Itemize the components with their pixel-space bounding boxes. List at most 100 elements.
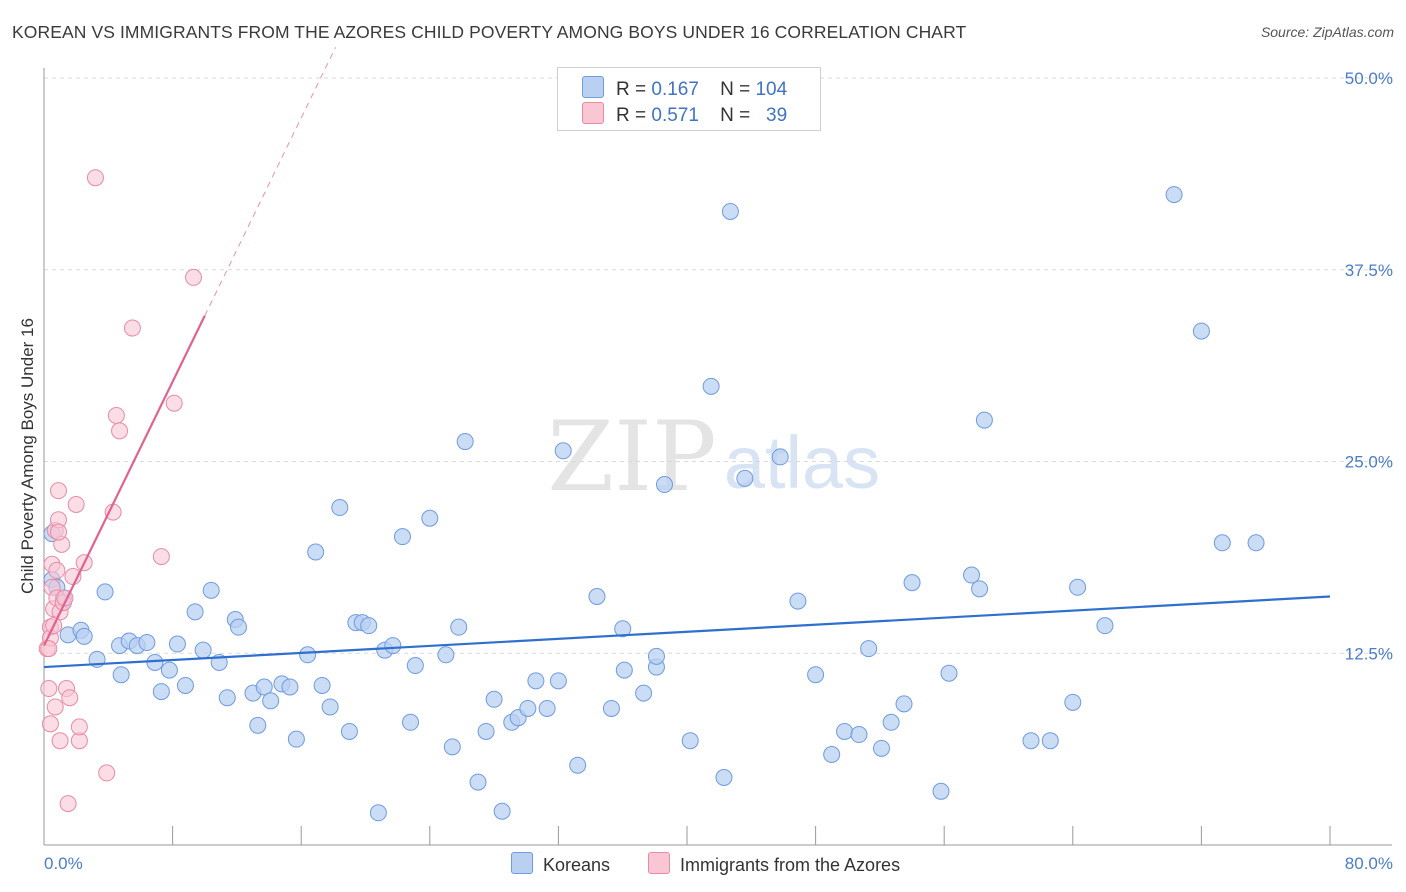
korean-point (146, 653, 164, 671)
koreans-n-label: N = (720, 79, 751, 100)
koreans-swatch (582, 76, 604, 98)
korean-point (307, 543, 325, 561)
series-legend: Koreans Immigrants from the Azores (0, 852, 1406, 878)
korean-point (940, 664, 958, 682)
korean-point (702, 377, 720, 395)
korean-point (519, 699, 537, 717)
azores-legend-swatch (648, 852, 670, 874)
azores-point (41, 715, 59, 733)
korean-point (602, 699, 620, 717)
korean-point (1041, 732, 1059, 750)
korean-point (860, 640, 878, 658)
korean-point (406, 657, 424, 675)
korean-point (538, 699, 556, 717)
korean-point (402, 713, 420, 731)
azores-point (184, 268, 202, 286)
azores-trend-line (43, 315, 206, 647)
korean-point (681, 732, 699, 750)
azores-point (40, 640, 58, 658)
korean-point (96, 583, 114, 601)
korean-point (255, 678, 273, 696)
koreans-legend-swatch (511, 852, 533, 874)
source-label: Source: ZipAtlas.com (1260, 24, 1394, 40)
korean-point (882, 713, 900, 731)
korean-point (963, 566, 981, 584)
korean-point (249, 716, 267, 734)
azores-point (59, 795, 77, 813)
azores-point (46, 698, 64, 716)
korean-point (823, 745, 841, 763)
korean-point (160, 661, 178, 679)
koreans-legend-label: Koreans (543, 855, 611, 875)
axis-labels: 12.5% 25.0% 37.5% 50.0% 0.0% 80.0% Child Pover… (18, 69, 1393, 873)
azores-n-value: 39 (766, 105, 788, 126)
korean-point (554, 442, 572, 460)
korean-point (313, 676, 331, 694)
azores-point (51, 732, 69, 750)
y-tick-label: 12.5% (1345, 644, 1393, 663)
korean-point (443, 738, 461, 756)
azores-point (86, 169, 104, 187)
koreans-r-label: R = (616, 79, 647, 100)
korean-point (321, 698, 339, 716)
korean-point (262, 692, 280, 710)
korean-point (588, 587, 606, 605)
korean-point (615, 661, 633, 679)
azores-trend-extension (204, 47, 337, 316)
koreans-r-value: 0.167 (651, 79, 699, 100)
korean-point (299, 646, 317, 664)
azores-r-value: 0.571 (651, 105, 699, 126)
korean-point (1213, 534, 1231, 552)
korean-point (75, 627, 93, 645)
trend-lines (43, 47, 1331, 669)
legend-row-koreans: R = 0.167 N = 104 (582, 76, 787, 100)
korean-point (186, 603, 204, 621)
korean-point (527, 672, 545, 690)
korean-point (1192, 322, 1210, 340)
series-legend-azores[interactable]: Immigrants from the Azores (648, 852, 900, 876)
korean-point (230, 618, 248, 636)
korean-point (1247, 534, 1265, 552)
series-legend-koreans[interactable]: Koreans (511, 852, 610, 876)
azores-point (40, 680, 58, 698)
korean-point (287, 730, 305, 748)
korean-point (384, 637, 402, 655)
korean-point (975, 411, 993, 429)
korean-point (903, 574, 921, 592)
axes (43, 68, 1392, 846)
korean-point (1022, 732, 1040, 750)
korean-point (614, 620, 632, 638)
korean-point (569, 756, 587, 774)
korean-point (873, 739, 891, 757)
korean-point (360, 617, 378, 635)
korean-point (485, 690, 503, 708)
y-axis-title: Child Poverty Among Boys Under 16 (18, 318, 37, 594)
azores-point (152, 548, 170, 566)
korean-point (477, 722, 495, 740)
azores-point (49, 482, 67, 500)
azores-points (38, 169, 202, 813)
korean-point (421, 509, 439, 527)
korean-point (850, 726, 868, 744)
watermark: ZIP atlas (547, 401, 880, 513)
korean-point (194, 641, 212, 659)
y-tick-label: 25.0% (1345, 453, 1393, 472)
azores-point (48, 561, 66, 579)
x-tick-label: 0.0% (44, 854, 83, 873)
legend-row-azores: R = 0.571 N = 39 (582, 102, 787, 126)
azores-point (165, 394, 183, 412)
korean-point (456, 433, 474, 451)
korean-point (635, 684, 653, 702)
azores-point (107, 406, 125, 424)
koreans-points (43, 186, 1265, 822)
korean-point (1069, 578, 1087, 596)
korean-point (152, 683, 170, 701)
y-tick-label: 37.5% (1345, 261, 1393, 280)
stats-legend: R = 0.167 N = 104 R = 0.571 N = 39 (557, 67, 821, 131)
azores-r-label: R = (616, 105, 647, 126)
watermark-atlas: atlas (724, 421, 880, 504)
korean-point (549, 672, 567, 690)
chart-title: KOREAN VS IMMIGRANTS FROM THE AZORES CHI… (12, 22, 967, 42)
azores-point (98, 764, 116, 782)
